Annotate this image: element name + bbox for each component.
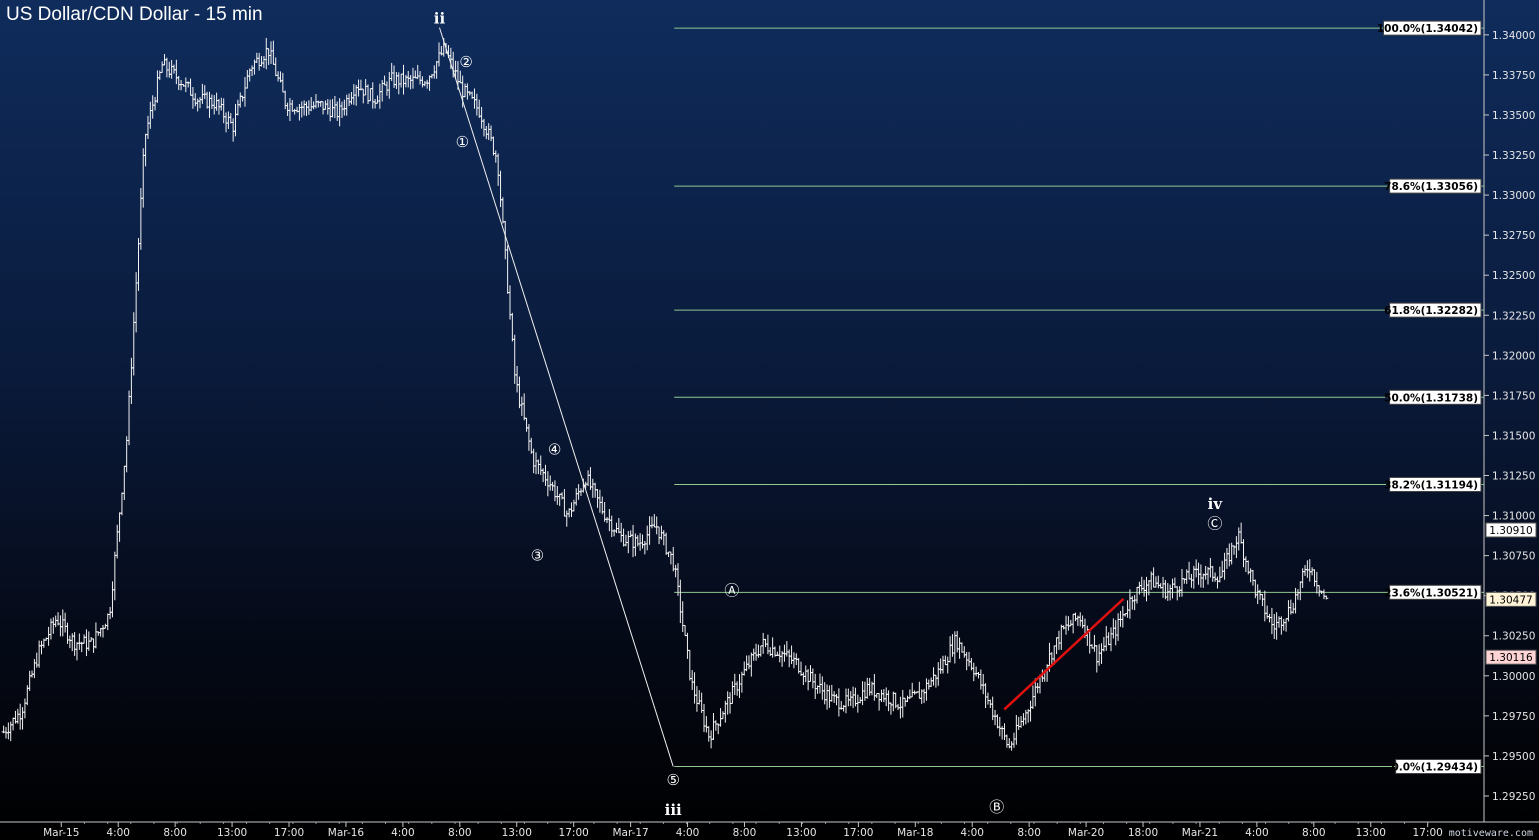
wave-label: ① bbox=[456, 133, 469, 151]
wave-label: Ⓑ bbox=[989, 798, 1004, 816]
fib-level-label: 23.6%(1.30521) bbox=[1384, 587, 1478, 599]
watermark: motiveware.com bbox=[1448, 828, 1533, 839]
x-tick-label: 13:00 bbox=[502, 827, 532, 839]
x-tick-label: 18:00 bbox=[1128, 827, 1158, 839]
x-tick-label: Mar-16 bbox=[328, 827, 365, 839]
y-tick-label: 1.32000 bbox=[1492, 350, 1535, 362]
price-tag-box bbox=[1485, 649, 1537, 665]
y-tick-label: 1.31250 bbox=[1492, 470, 1535, 482]
y-tick-label: 1.29500 bbox=[1492, 751, 1535, 763]
wave-label: Ⓐ bbox=[724, 582, 739, 600]
fib-level-label: 0.0%(1.29434) bbox=[1391, 761, 1478, 773]
x-tick-label: 17:00 bbox=[559, 827, 589, 839]
x-tick-label: Mar-15 bbox=[43, 827, 79, 839]
x-tick-label: 8:00 bbox=[1302, 827, 1326, 839]
fib-level-box bbox=[1389, 302, 1482, 318]
price-tag-label: 1.30910 bbox=[1489, 525, 1532, 537]
price-tag-label: 1.30116 bbox=[1489, 652, 1533, 664]
y-tick-label: 1.33250 bbox=[1492, 150, 1535, 162]
y-tick-label: 1.29250 bbox=[1492, 791, 1535, 803]
wave-label: iii bbox=[665, 801, 682, 819]
x-tick-label: 17:00 bbox=[843, 827, 873, 839]
wave-label: ④ bbox=[548, 441, 561, 459]
y-tick-label: 1.31750 bbox=[1492, 390, 1535, 402]
x-tick-label: 13:00 bbox=[1356, 827, 1386, 839]
wave-label: ⑤ bbox=[666, 771, 679, 789]
y-tick-label: 1.30750 bbox=[1492, 551, 1535, 563]
wave-label: Ⓒ bbox=[1207, 514, 1222, 532]
wave-label: ii bbox=[434, 10, 446, 28]
fib-level-label: 38.2%(1.31194) bbox=[1384, 479, 1478, 491]
chart-title: US Dollar/CDN Dollar - 15 min bbox=[6, 4, 263, 25]
x-tick-label: 8:00 bbox=[733, 827, 757, 839]
y-tick-label: 1.34000 bbox=[1492, 30, 1535, 42]
x-tick-label: 8:00 bbox=[448, 827, 472, 839]
x-tick-label: Mar-21 bbox=[1182, 827, 1218, 839]
y-tick-label: 1.31500 bbox=[1492, 430, 1535, 442]
fib-level-label: 61.8%(1.32282) bbox=[1384, 305, 1478, 317]
price-tag-label: 1.30477 bbox=[1489, 594, 1532, 606]
fib-level-box bbox=[1383, 20, 1482, 36]
x-tick-label: Mar-17 bbox=[612, 827, 648, 839]
y-tick-label: 1.30250 bbox=[1492, 631, 1535, 643]
y-tick-label: 1.32750 bbox=[1492, 230, 1535, 242]
price-tag-box bbox=[1485, 591, 1537, 607]
fib-level-box bbox=[1389, 389, 1482, 405]
fib-level-label: 50.0%(1.31738) bbox=[1384, 392, 1478, 404]
y-tick-label: 1.33750 bbox=[1492, 70, 1535, 82]
x-tick-label: 4:00 bbox=[391, 827, 415, 839]
y-tick-label: 1.33500 bbox=[1492, 110, 1535, 122]
x-tick-label: 17:00 bbox=[274, 827, 304, 839]
x-tick-label: 13:00 bbox=[786, 827, 816, 839]
x-tick-label: 8:00 bbox=[1017, 827, 1041, 839]
x-tick-label: 4:00 bbox=[676, 827, 700, 839]
y-tick-label: 1.30000 bbox=[1492, 671, 1535, 683]
fib-level-box bbox=[1389, 476, 1482, 492]
x-tick-label: Mar-18 bbox=[897, 827, 933, 839]
y-tick-label: 1.31000 bbox=[1492, 511, 1535, 523]
y-tick-label: 1.32500 bbox=[1492, 270, 1535, 282]
x-tick-label: 4:00 bbox=[1245, 827, 1269, 839]
fib-level-box bbox=[1395, 758, 1482, 774]
wave-label: iv bbox=[1208, 495, 1224, 513]
fib-level-box bbox=[1389, 178, 1482, 194]
fib-level-label: 78.6%(1.33056) bbox=[1384, 181, 1478, 193]
wave-label: ③ bbox=[531, 546, 544, 564]
wave-label: ② bbox=[459, 53, 472, 71]
x-tick-label: 4:00 bbox=[106, 827, 130, 839]
y-tick-label: 1.33000 bbox=[1492, 190, 1535, 202]
wave-trend-line bbox=[439, 27, 674, 767]
x-tick-label: 17:00 bbox=[1413, 827, 1443, 839]
x-tick-label: 4:00 bbox=[960, 827, 984, 839]
y-tick-label: 1.29750 bbox=[1492, 711, 1535, 723]
y-tick-label: 1.32250 bbox=[1492, 310, 1535, 322]
fib-level-box bbox=[1389, 584, 1482, 600]
x-tick-label: 8:00 bbox=[163, 827, 187, 839]
red-trend-line bbox=[1003, 597, 1125, 711]
x-tick-label: Mar-20 bbox=[1068, 827, 1104, 839]
x-tick-label: 13:00 bbox=[217, 827, 247, 839]
fib-level-label: 100.0%(1.34042) bbox=[1377, 23, 1478, 35]
price-tag-box bbox=[1485, 522, 1537, 538]
